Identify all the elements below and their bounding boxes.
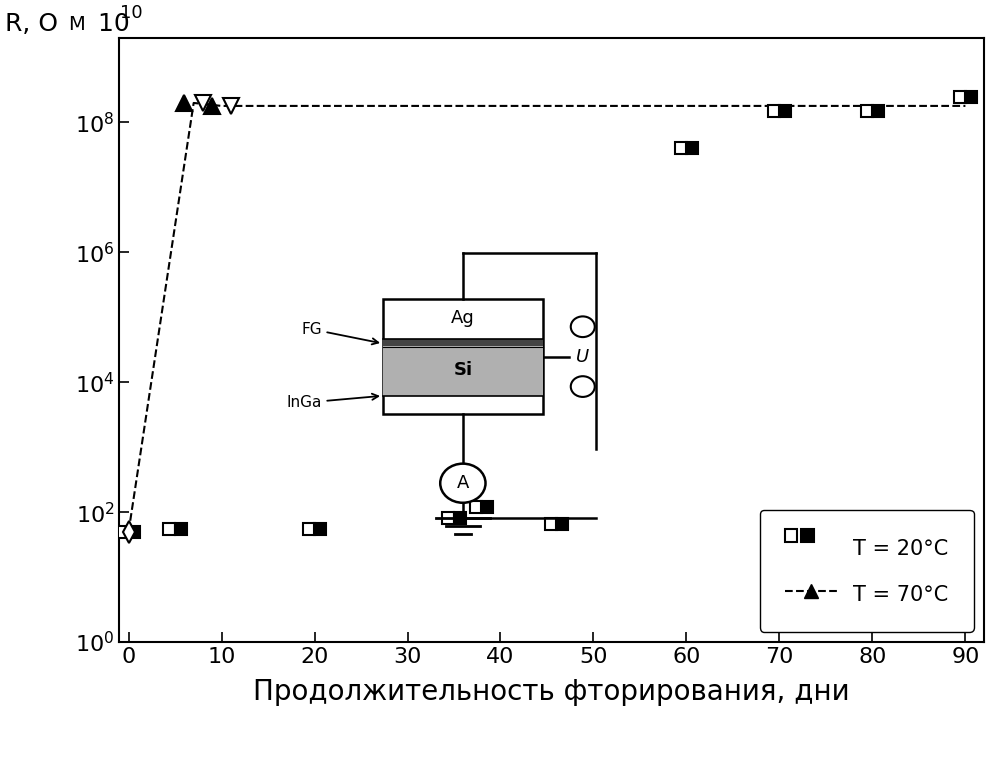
Legend: T = 20°C, T = 70°C: T = 20°C, T = 70°C (759, 510, 974, 631)
Bar (383, 339, 542, 347)
Text: FG: FG (301, 321, 379, 344)
Text: A: A (457, 474, 470, 492)
Text: Si: Si (454, 361, 473, 380)
Text: М: М (68, 15, 85, 35)
Circle shape (441, 463, 486, 503)
Text: 10: 10 (90, 12, 130, 35)
Bar (383, 299, 542, 414)
Text: U: U (576, 347, 589, 366)
Bar (383, 347, 542, 396)
Text: InGa: InGa (287, 393, 379, 410)
Text: Ag: Ag (451, 308, 475, 327)
X-axis label: Продолжительность фторирования, дни: Продолжительность фторирования, дни (254, 678, 850, 706)
Text: R, О: R, О (5, 12, 58, 35)
Text: 10: 10 (120, 4, 143, 21)
